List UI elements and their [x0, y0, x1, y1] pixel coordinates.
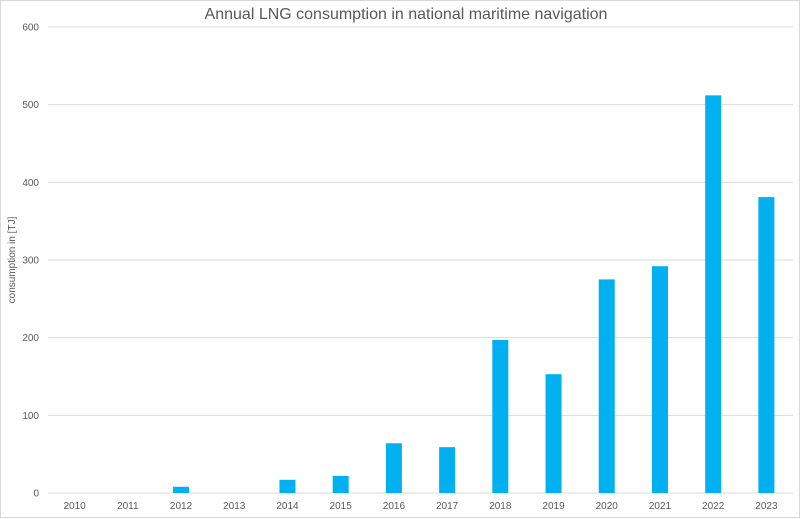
- y-tick-label: 0: [33, 489, 39, 500]
- y-tick-label: 500: [22, 100, 39, 111]
- bar-2021: [651, 266, 668, 493]
- bar-2023: [758, 197, 775, 493]
- bar-2012: [173, 486, 190, 493]
- bar-2022: [705, 95, 722, 493]
- x-tick-label: 2012: [170, 501, 193, 512]
- x-tick-label: 2023: [755, 501, 778, 512]
- bar-2017: [439, 447, 456, 493]
- x-tick-label: 2018: [489, 501, 512, 512]
- bar-2016: [385, 443, 402, 493]
- y-tick-label: 400: [22, 178, 39, 189]
- gridlines: [48, 26, 793, 494]
- y-tick-label: 600: [22, 23, 39, 34]
- x-tick-label: 2010: [63, 501, 86, 512]
- y-axis-tick-labels: 0 100 200 300 400 500 600: [22, 23, 39, 500]
- y-tick-label: 300: [22, 256, 39, 267]
- y-tick-label: 200: [22, 333, 39, 344]
- bar-2019: [545, 374, 562, 493]
- bar-2020: [598, 279, 615, 493]
- x-tick-label: 2020: [596, 501, 619, 512]
- y-axis-label: consumption in [TJ]: [7, 216, 18, 303]
- bar-2018: [492, 339, 509, 493]
- x-tick-label: 2019: [542, 501, 565, 512]
- x-tick-label: 2017: [436, 501, 459, 512]
- x-axis-tick-labels: 2010 2011 2012 2013 2014 2015 2016 2017 2018 2019…: [63, 501, 777, 512]
- x-tick-label: 2013: [223, 501, 246, 512]
- y-tick-label: 100: [22, 411, 39, 422]
- x-tick-label: 2011: [117, 501, 139, 512]
- bar-2014: [279, 479, 296, 493]
- x-tick-label: 2016: [383, 501, 406, 512]
- x-tick-label: 2021: [649, 501, 672, 512]
- bar-2015: [332, 475, 349, 493]
- x-tick-label: 2014: [276, 501, 299, 512]
- x-tick-label: 2022: [702, 501, 725, 512]
- bars: [173, 95, 775, 493]
- x-tick-label: 2015: [330, 501, 353, 512]
- chart-title: Annual LNG consumption in national marit…: [205, 6, 608, 23]
